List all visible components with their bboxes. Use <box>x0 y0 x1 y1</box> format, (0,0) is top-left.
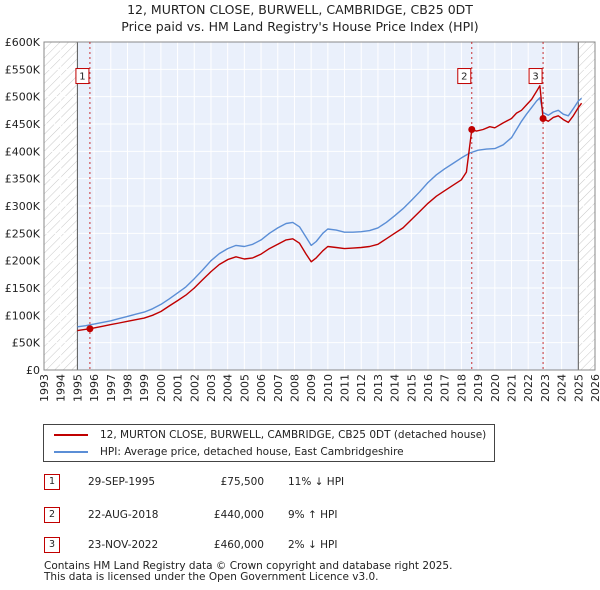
x-tick-label: 2008 <box>288 374 301 402</box>
transaction-price: £75,500 <box>220 476 264 488</box>
transaction-badge: 2 <box>44 507 60 523</box>
x-tick-label: 2021 <box>506 374 519 402</box>
sale-point <box>86 325 94 333</box>
x-tick-label: 1998 <box>121 374 134 402</box>
transaction-date: 23-NOV-2022 <box>88 539 159 551</box>
legend: 12, MURTON CLOSE, BURWELL, CAMBRIDGE, CB… <box>43 424 495 462</box>
sale-label-box <box>75 68 90 85</box>
transaction-hpi: 11% ↓ HPI <box>288 476 345 488</box>
x-tick-label: 2002 <box>188 374 201 402</box>
y-tick-label: £550K <box>5 63 41 76</box>
x-tick-label: 2006 <box>255 374 268 402</box>
transaction-price: £440,000 <box>213 509 264 521</box>
chart-title: 12, MURTON CLOSE, BURWELL, CAMBRIDGE, CB… <box>127 2 473 17</box>
chart-subtitle: Price paid vs. HM Land Registry's House … <box>121 19 479 34</box>
x-tick-label: 2023 <box>539 374 552 402</box>
x-tick-label: 2015 <box>405 374 418 402</box>
sale-label-box <box>457 68 472 85</box>
sale-label-number: 1 <box>79 72 85 83</box>
sale-label-number: 3 <box>532 72 538 83</box>
x-tick-label: 2012 <box>355 374 368 402</box>
y-tick-label: £600K <box>5 36 41 49</box>
x-tick-label: 2000 <box>155 374 168 402</box>
hpi-series-line <box>77 97 583 328</box>
x-tick-label: 2020 <box>489 374 502 402</box>
x-tick-label: 1999 <box>138 374 151 402</box>
x-tick-label: 2014 <box>389 374 402 402</box>
y-tick-label: £350K <box>5 173 41 186</box>
x-tick-label: 1997 <box>105 374 118 402</box>
y-tick-label: £100K <box>5 309 41 322</box>
transaction-hpi: 9% ↑ HPI <box>288 509 338 521</box>
x-tick-label: 2010 <box>322 374 335 402</box>
legend-property-label: 12, MURTON CLOSE, BURWELL, CAMBRIDGE, CB… <box>100 429 487 441</box>
y-tick-label: £0 <box>26 364 40 377</box>
x-tick-label: 2024 <box>556 374 569 402</box>
x-tick-label: 1994 <box>55 374 68 402</box>
property-line-swatch <box>54 434 88 436</box>
transaction-row: 2 22-AUG-2018 £440,000 9% ↑ HPI <box>44 505 464 525</box>
y-tick-label: £400K <box>5 145 41 158</box>
x-tick-label: 2005 <box>238 374 251 402</box>
transaction-hpi: 2% ↓ HPI <box>288 539 338 551</box>
x-tick-label: 2022 <box>522 374 535 402</box>
y-tick-label: £250K <box>5 227 41 240</box>
x-tick-label: 2017 <box>439 374 452 402</box>
x-tick-label: 2011 <box>339 374 352 402</box>
x-tick-label: 2016 <box>422 374 435 402</box>
price-chart: £0 £50K £100K £150K £200K £250K £300K £350K £400… <box>5 36 600 402</box>
footer-copyright: Contains HM Land Registry data © Crown c… <box>44 560 453 572</box>
transaction-badge: 1 <box>44 474 60 490</box>
sale-label-box <box>528 68 543 85</box>
x-tick-label: 2025 <box>572 374 585 402</box>
sale-point <box>539 115 547 123</box>
hpi-line-swatch <box>54 451 88 453</box>
x-tick-label: 2013 <box>372 374 385 402</box>
x-tick-label: 2019 <box>472 374 485 402</box>
legend-hpi-label: HPI: Average price, detached house, East… <box>100 446 404 458</box>
x-tick-label: 2009 <box>305 374 318 402</box>
footer-licence: This data is licensed under the Open Gov… <box>44 571 379 583</box>
plot-frame <box>43 41 596 371</box>
property-series-line <box>77 84 583 332</box>
sale-point <box>468 125 476 133</box>
y-tick-label: £150K <box>5 282 41 295</box>
y-tick-label: £450K <box>5 118 41 131</box>
transaction-row: 1 29-SEP-1995 £75,500 11% ↓ HPI <box>44 472 464 492</box>
y-tick-label: £50K <box>12 337 41 350</box>
x-tick-label: 2001 <box>172 374 185 402</box>
x-tick-label: 2003 <box>205 374 218 402</box>
transaction-date: 29-SEP-1995 <box>88 476 156 488</box>
transaction-date: 22-AUG-2018 <box>88 509 159 521</box>
legend-item-property: 12, MURTON CLOSE, BURWELL, CAMBRIDGE, CB… <box>54 427 486 443</box>
transaction-badge: 3 <box>44 537 60 553</box>
transaction-price: £460,000 <box>213 539 264 551</box>
y-tick-label: £200K <box>5 255 41 268</box>
x-tick-label: 1993 <box>38 374 51 402</box>
x-tick-label: 2018 <box>455 374 468 402</box>
legend-item-hpi: HPI: Average price, detached house, East… <box>54 444 404 460</box>
x-tick-label: 2007 <box>272 374 285 402</box>
sale-label-number: 2 <box>461 72 467 83</box>
x-tick-label: 1996 <box>88 374 101 402</box>
y-tick-label: £500K <box>5 91 41 104</box>
x-tick-label: 2004 <box>222 374 235 402</box>
x-tick-label: 2026 <box>589 374 600 402</box>
transaction-row: 3 23-NOV-2022 £460,000 2% ↓ HPI <box>44 535 464 555</box>
x-tick-label: 1995 <box>71 374 84 402</box>
y-tick-label: £300K <box>5 200 41 213</box>
